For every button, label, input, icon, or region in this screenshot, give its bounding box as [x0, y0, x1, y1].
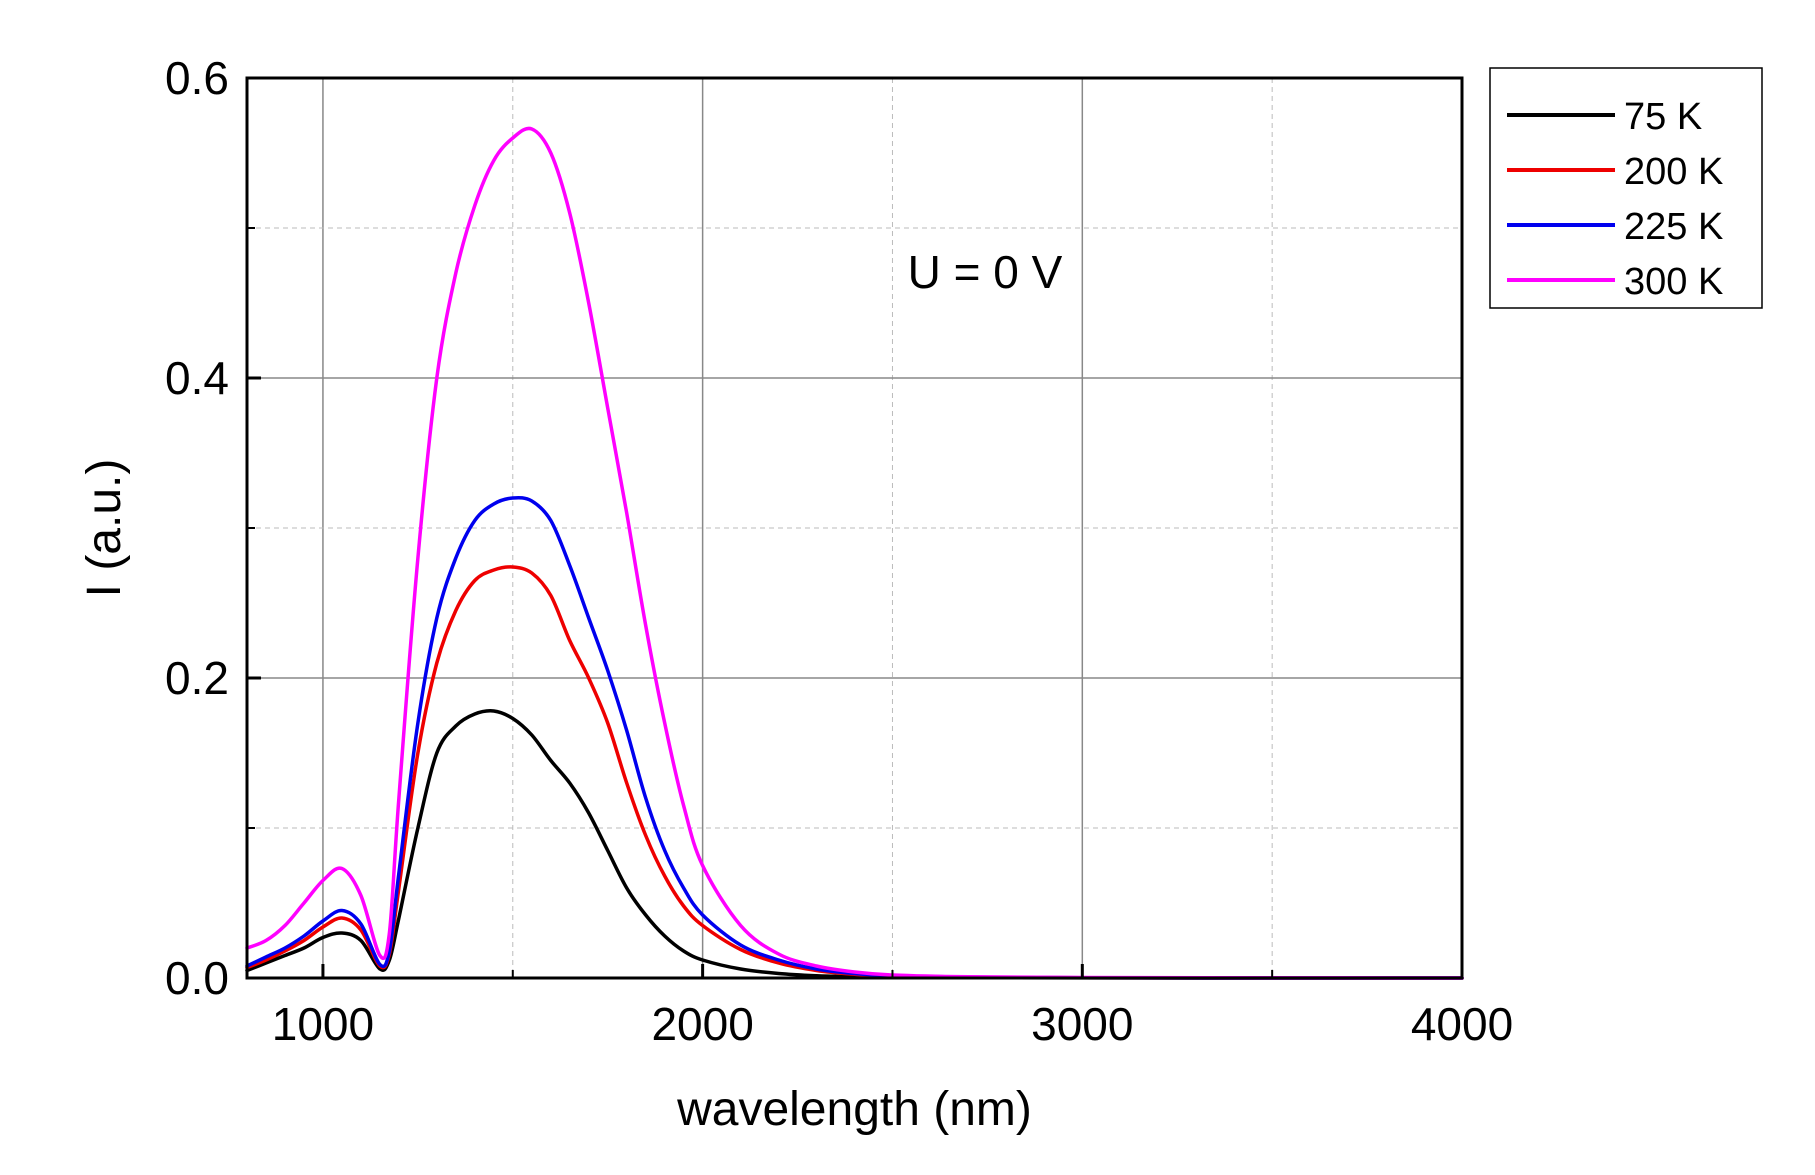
series-line-4 [245, 126, 1464, 980]
y-tick-label: 0.6 [165, 52, 229, 104]
x-tick-label: 1000 [272, 998, 374, 1050]
grid-lines [247, 78, 1462, 978]
y-tick-label: 0.4 [165, 352, 229, 404]
legend-box [1489, 67, 1763, 309]
series-lines [245, 126, 1464, 980]
x-axis-title: wavelength (nm) [676, 1083, 1032, 1136]
legend-label: 300 K [1624, 261, 1723, 303]
series-line-3 [245, 495, 1464, 980]
x-tick-label: 3000 [1031, 998, 1133, 1050]
x-tick-label: 4000 [1411, 998, 1513, 1050]
y-tick-label: 0.2 [165, 652, 229, 704]
x-tick-label: 2000 [651, 998, 753, 1050]
legend-label: 75 K [1624, 96, 1702, 138]
legend-label: 225 K [1624, 206, 1723, 248]
legend: 75 K 200 K 225 K 300 K [1489, 67, 1763, 309]
y-axis-title: I (a.u.) [78, 459, 131, 598]
axis-ticks: 1000 2000 3000 4000 0.0 0.2 0.4 0.6 [165, 52, 1513, 1050]
y-tick-label: 0.0 [165, 952, 229, 1004]
legend-label: 200 K [1624, 151, 1723, 193]
series-line-1 [245, 709, 1464, 980]
annotation-label: U = 0 V [908, 246, 1063, 298]
